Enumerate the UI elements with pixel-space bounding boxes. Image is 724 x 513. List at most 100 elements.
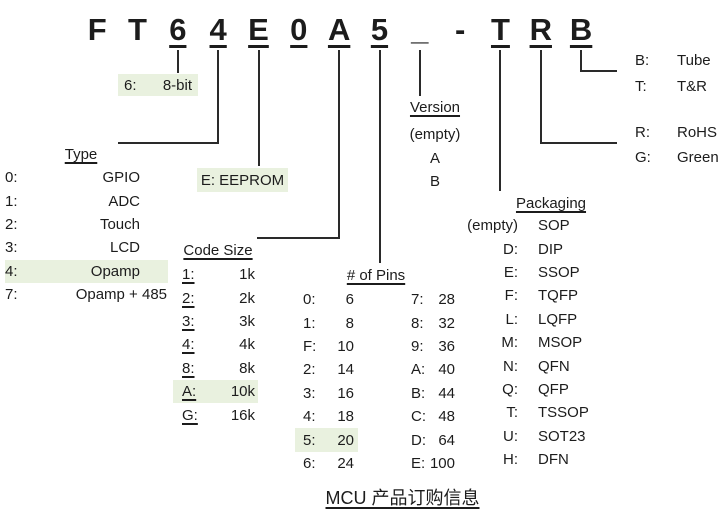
pins-row: 4: 18 [295, 405, 358, 428]
row-key: N: [503, 357, 518, 375]
row-value: 40 [438, 361, 455, 379]
wire-char-B-to-tape [580, 50, 617, 72]
row-value: 36 [438, 337, 455, 355]
row-key: E: [503, 263, 518, 281]
packaging-header: Packaging [515, 195, 587, 212]
row-key: 7: [5, 286, 18, 304]
eeprom-tag: E: EEPROM [197, 168, 288, 192]
row-key: D: [503, 240, 518, 258]
row-value: SOT23 [538, 427, 586, 445]
pins-row: 2: 14 [295, 358, 358, 381]
part-number-char-R: R [529, 12, 552, 47]
code-size-row-highlighted: A: 10k [173, 379, 258, 404]
type-row: 2: Touch [5, 213, 168, 236]
pins-row: D: 64 [403, 428, 457, 451]
wire-char-A-to-codesize [257, 50, 340, 239]
row-key: G: [182, 406, 198, 424]
row-key: L: [505, 310, 518, 328]
row-value: 18 [337, 408, 354, 426]
tape-row: T: T&R [635, 74, 723, 100]
pins-row: 3: 16 [295, 382, 358, 405]
row-key: 9: [411, 337, 424, 355]
pins-row: 7: 28 [403, 288, 457, 311]
row-key: 2: [303, 361, 316, 379]
part-number-char-underscore: _ [411, 12, 429, 47]
row-key: 3: [182, 312, 195, 330]
pins-row: B: 44 [403, 382, 457, 405]
row-key: B: [635, 52, 650, 70]
row-key: 7: [411, 291, 424, 309]
row-value: 24 [337, 454, 354, 472]
row-key: Q: [502, 380, 518, 398]
row-value: 20 [337, 431, 354, 449]
row-value: 3k [239, 312, 255, 330]
row-key: A: [182, 383, 197, 401]
row-value: B [429, 172, 440, 190]
pins-row: C: 48 [403, 405, 457, 428]
row-value: RoHS [677, 124, 718, 141]
part-number-char-6: 6 [169, 12, 187, 47]
row-value: 48 [438, 408, 455, 426]
row-value: Opamp + 485 [75, 286, 167, 304]
code-size-list: 1: 1k 2: 2k 3: 3k 4: 4k 8: 8k A: 10k G: … [173, 263, 258, 427]
row-value: QFN [538, 357, 570, 375]
pins-row: 8: 32 [403, 311, 457, 334]
code-size-row: 2: 2k [173, 286, 258, 309]
row-value: Touch [99, 215, 140, 233]
bit-width-tag: 6: 8-bit [118, 74, 198, 96]
row-value: 1k [239, 266, 255, 284]
row-value: 6 [345, 291, 354, 309]
row-value: 16 [337, 384, 354, 402]
packaging-row: E: SSOP [455, 261, 595, 284]
part-number-char-E: E [248, 12, 269, 47]
row-value: SOP [538, 217, 570, 235]
tape-row: B: Tube [635, 48, 723, 74]
row-key: G: [635, 149, 651, 166]
part-number-char-A: A [327, 12, 351, 47]
row-key: M: [501, 334, 518, 352]
caption: MCU 产品订购信息 [325, 488, 480, 508]
eeprom-label: E: EEPROM [200, 171, 285, 189]
row-value: Opamp [90, 262, 140, 280]
row-key: 1: [5, 192, 18, 210]
row-value: 2k [239, 289, 255, 307]
row-value: 64 [438, 431, 455, 449]
row-value: (empty) [409, 126, 461, 144]
packaging-row: F: TQFP [455, 284, 595, 307]
row-value: TSSOP [538, 404, 589, 422]
row-key: 4: [303, 408, 316, 426]
row-value: 10 [337, 337, 354, 355]
row-key: 6: [303, 454, 316, 472]
row-key: 4: [182, 336, 195, 354]
row-value: T&R [677, 77, 707, 95]
packaging-row: T: TSSOP [455, 401, 595, 424]
code-size-row: 1: 1k [173, 263, 258, 286]
packaging-row: H: DFN [455, 448, 595, 471]
pins-row: 1: 8 [295, 311, 358, 334]
row-value: 14 [337, 361, 354, 379]
wire-char-R-to-rohs [540, 50, 617, 144]
row-key: C: [411, 408, 426, 426]
packaging-row: Q: QFP [455, 378, 595, 401]
packaging-row: L: LQFP [455, 308, 595, 331]
row-value: DIP [538, 240, 564, 258]
row-key: 3: [303, 384, 316, 402]
row-key: D: [411, 431, 426, 449]
row-key: U: [503, 427, 518, 445]
packaging-row: N: QFN [455, 354, 595, 377]
pins-list-col2: 7: 28 8: 32 9: 36 A: 40 B: 44 C: 48 D: 6… [403, 288, 457, 475]
row-key: 8: [411, 314, 424, 332]
row-value: ADC [108, 192, 140, 210]
version-header: Version [409, 99, 461, 116]
row-key: F: [504, 287, 518, 305]
version-row: (empty) [396, 123, 474, 146]
part-number-char-B: B [569, 12, 593, 47]
row-value: 4k [239, 336, 255, 354]
type-header: Type [64, 146, 98, 163]
pins-row: F: 10 [295, 335, 358, 358]
part-number-char-5: 5 [370, 12, 389, 47]
row-key: E: [411, 454, 426, 472]
row-key: B: [411, 384, 426, 402]
